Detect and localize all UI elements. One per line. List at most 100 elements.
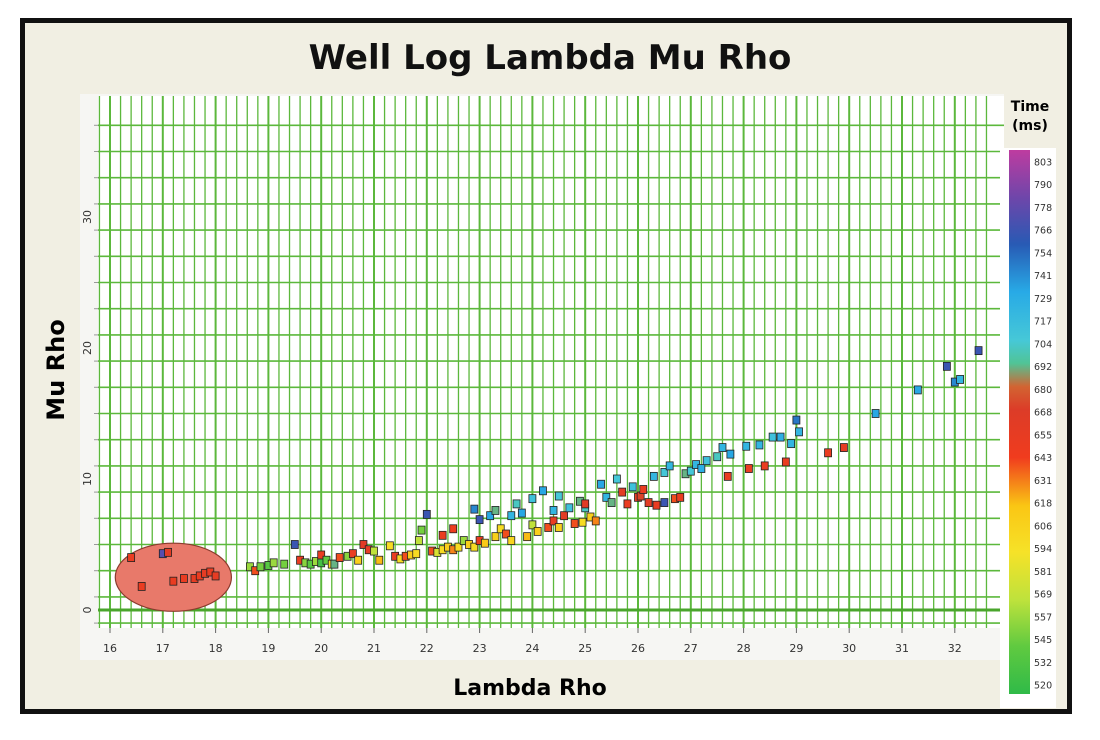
data-point [412,549,421,559]
colorbar-tick-label: 692 [1034,362,1052,373]
data-point [422,509,431,519]
data-point [539,486,547,496]
data-point [639,485,648,494]
data-point [723,471,732,481]
data-point [169,576,178,586]
data-point [549,506,558,515]
colorbar-title-line1: Time [1010,99,1050,115]
grid-background [98,96,1004,628]
data-point [256,562,265,572]
x-tick-label: 31 [895,642,909,655]
data-point [787,439,796,449]
x-tick-label: 18 [209,642,223,655]
colorbar-tick-label: 754 [1034,248,1052,259]
data-point [523,532,532,542]
data-point [512,499,521,509]
chart-title: Well Log Lambda Mu Rho [308,38,792,78]
data-point [824,448,832,458]
data-point [742,441,751,451]
data-point [560,511,568,521]
colorbar-tick-label: 778 [1034,203,1052,214]
data-point [375,555,384,565]
data-point [507,536,516,545]
data-point [417,525,426,535]
data-point [591,516,600,526]
data-point [507,511,516,521]
x-axis-label: Lambda Rho [453,676,607,701]
data-point [290,540,299,549]
x-tick-label: 30 [842,642,856,655]
data-point [570,519,579,528]
data-point [528,494,537,504]
data-point [549,516,558,526]
colorbar-tick-label: 729 [1034,294,1052,305]
data-point [726,449,735,459]
x-tick-label: 17 [156,642,170,655]
x-tick-label: 26 [631,642,645,655]
x-tick-label: 23 [473,642,487,655]
colorbar-tick-label: 520 [1034,681,1052,692]
data-point [127,553,136,562]
colorbar-tick-label: 717 [1034,317,1052,328]
data-point [697,464,706,473]
data-point [781,457,790,467]
data-point [354,555,363,565]
data-point [660,468,669,477]
data-point [768,432,777,442]
data-point [760,461,769,471]
colorbar-tick-label: 557 [1034,612,1052,623]
colorbar-tick-label: 704 [1034,339,1052,350]
data-point [502,529,510,539]
data-point [496,524,505,534]
x-tick-label: 22 [420,642,434,655]
data-point [470,504,479,514]
data-point [414,536,423,545]
data-point [554,523,563,532]
data-point [840,443,848,452]
colorbar-tick-label: 631 [1034,476,1052,487]
x-tick-label: 20 [314,642,328,655]
colorbar-gradient [1009,150,1030,694]
data-point [348,549,357,559]
y-tick-label: 20 [81,341,94,355]
data-point [211,571,220,581]
y-tick-label: 30 [81,210,94,224]
data-point [755,440,764,450]
x-tick-label: 19 [261,642,275,655]
x-tick-label: 16 [103,642,117,655]
data-point [974,346,983,356]
colorbar-tick-label: 741 [1034,271,1052,282]
data-point [385,541,394,551]
data-point [644,498,653,507]
x-tick-label: 27 [684,642,698,655]
x-tick-label: 24 [525,642,539,655]
x-tick-label: 28 [737,642,751,655]
colorbar-tick-label: 766 [1034,226,1052,237]
data-point [137,582,146,591]
colorbar-tick-label: 680 [1034,385,1052,396]
data-point [581,499,590,509]
colorbar-tick-label: 606 [1034,521,1052,532]
data-point [628,482,637,492]
data-point [330,559,339,569]
data-point [702,456,711,466]
data-point [335,553,344,562]
y-tick-label: 10 [81,472,94,486]
data-point [676,492,685,502]
data-point [597,479,605,489]
data-point [491,532,500,542]
colorbar-tick-label: 581 [1034,567,1052,578]
colorbar-tick-label: 803 [1034,158,1052,169]
x-tick-label: 32 [948,642,962,655]
colorbar-tick-label: 655 [1034,430,1052,441]
data-point [612,474,621,484]
colorbar-tick-label: 643 [1034,453,1052,464]
data-point [792,415,801,425]
data-point [491,506,500,515]
x-tick-label: 25 [578,642,592,655]
data-point [359,540,368,549]
colorbar-tick-label: 668 [1034,408,1052,419]
data-point [713,452,722,462]
data-point [449,524,458,534]
data-point [602,492,611,502]
